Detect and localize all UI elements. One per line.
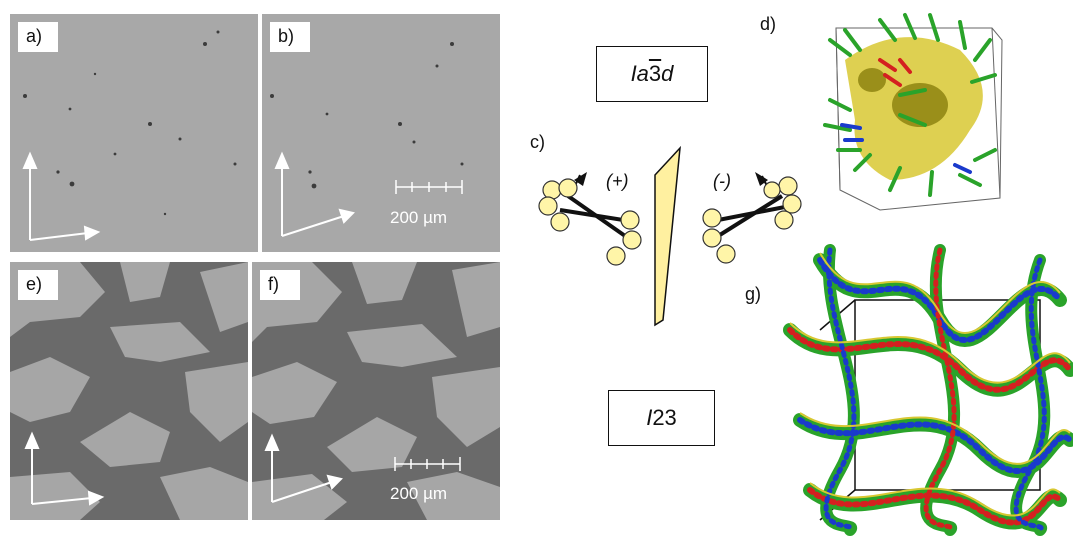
phase-ia3d-prefix: Ia <box>630 61 649 86</box>
phase-ia3d-digit: 3 <box>648 61 662 86</box>
phase-ia3d-suffix: d <box>661 61 674 86</box>
axes-arrows-e <box>24 431 105 506</box>
micrograph-e: e) <box>10 262 248 520</box>
micrograph-a: a) <box>10 14 258 252</box>
scale-text-b: 200 µm <box>390 208 448 227</box>
chirality-minus-label: (-) <box>713 171 731 191</box>
phase-i23-rest: 23 <box>652 405 677 430</box>
scale-bar-f <box>394 457 461 471</box>
micrograph-a-texture <box>22 30 237 241</box>
micrograph-f: f) 200 µm <box>252 262 500 520</box>
micrograph-b: b) 200 µm <box>262 14 500 252</box>
panel-label-f: f) <box>260 270 300 300</box>
panel-label-d: d) <box>760 14 777 34</box>
panel-label-b: b) <box>270 22 310 52</box>
axes-arrows-a <box>22 151 101 241</box>
micrograph-b-texture <box>270 42 464 237</box>
mirror-plane <box>654 145 681 327</box>
axes-arrows-b <box>274 151 355 237</box>
molecule-plus <box>538 172 642 266</box>
phase-i23-italic: I <box>646 405 653 430</box>
panel-label-a: a) <box>18 22 58 52</box>
scale-text-f: 200 µm <box>390 484 448 503</box>
molecule-minus <box>702 172 802 264</box>
panel-label-e: e) <box>18 270 58 300</box>
scale-bar-b <box>395 180 463 194</box>
micrograph-e-domains <box>10 262 248 520</box>
chirality-plus-label: (+) <box>606 171 629 191</box>
phase-i23-box: I 23 <box>608 390 715 446</box>
panel-label-g: g) <box>745 284 762 304</box>
phase-ia3d-box: Ia 3 d <box>596 46 708 102</box>
panel-label-c: c) <box>530 132 545 152</box>
micrograph-f-domains <box>252 262 500 520</box>
axes-arrows-f <box>264 433 343 503</box>
